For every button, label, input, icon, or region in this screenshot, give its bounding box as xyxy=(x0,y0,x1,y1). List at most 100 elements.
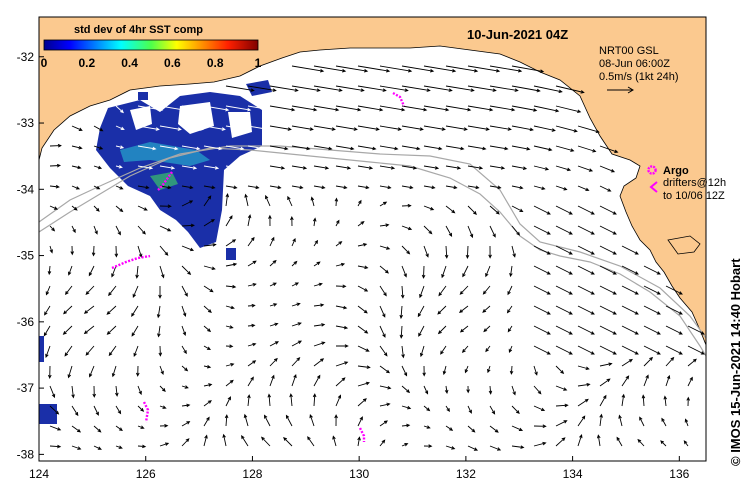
current-vector-arrow xyxy=(269,125,292,131)
colorbar-tick-label: 1 xyxy=(255,56,262,70)
current-vector-arrow xyxy=(419,285,425,299)
sst-patch-left-edge xyxy=(39,336,44,362)
current-vector-arrow xyxy=(533,125,556,132)
current-vector-arrow xyxy=(335,241,343,247)
current-vector-arrow xyxy=(313,341,326,347)
current-vector-arrow xyxy=(291,165,308,170)
current-vector-arrow xyxy=(444,385,449,395)
current-vector-arrow xyxy=(203,325,212,333)
current-vector-arrow xyxy=(577,365,590,371)
current-vector-arrow xyxy=(423,444,433,448)
current-vector-arrow xyxy=(577,398,589,407)
current-vector-arrow xyxy=(533,305,551,315)
current-vector-arrow xyxy=(291,260,298,267)
current-vector-arrow xyxy=(269,105,296,112)
current-vector-arrow xyxy=(225,239,237,247)
current-vector-arrow xyxy=(159,165,176,170)
current-vector-arrow xyxy=(181,403,191,408)
current-vector-arrow xyxy=(49,143,62,148)
current-vector-arrow xyxy=(401,85,431,92)
current-vector-arrow xyxy=(269,322,279,327)
current-vector-arrow xyxy=(159,245,169,256)
current-vector-arrow xyxy=(440,345,447,355)
current-vector-arrow xyxy=(225,284,237,289)
current-vector-arrow xyxy=(49,385,56,399)
current-vector-arrow xyxy=(483,325,491,333)
current-vector-arrow xyxy=(247,236,255,247)
current-vector-arrow xyxy=(663,395,667,407)
current-vector-arrow xyxy=(289,393,293,407)
current-vector-arrow xyxy=(533,85,563,93)
current-vector-arrow xyxy=(445,165,462,170)
current-vector-arrow xyxy=(533,285,551,295)
current-vector-arrow xyxy=(49,205,59,210)
argo-legend-line1: drifters@12h xyxy=(663,177,726,189)
current-vector-arrow xyxy=(203,434,208,447)
current-vector-arrow xyxy=(445,125,468,131)
current-vector-arrow xyxy=(509,365,514,375)
argo-track-4 xyxy=(142,401,150,423)
current-vector-arrow xyxy=(88,365,95,378)
isobath-shelf xyxy=(39,147,706,357)
current-vector-arrow xyxy=(181,385,189,389)
current-vector-arrow xyxy=(467,225,474,239)
current-vector-arrow xyxy=(287,195,293,207)
current-vector-arrow xyxy=(357,365,371,369)
current-vector-arrow xyxy=(445,225,453,237)
current-vector-arrow xyxy=(159,365,164,375)
current-vector-arrow xyxy=(137,444,147,449)
current-vector-arrow xyxy=(244,193,249,207)
current-vector-arrow xyxy=(115,125,125,131)
current-vector-arrow xyxy=(203,105,230,112)
current-vector-arrow xyxy=(335,361,349,367)
current-vector-arrow xyxy=(93,405,99,416)
current-vector-arrow xyxy=(618,414,623,427)
current-vector-arrow xyxy=(423,85,453,92)
current-vector-arrow xyxy=(357,436,361,447)
current-vector-arrow xyxy=(181,421,191,427)
current-vector-arrow xyxy=(423,145,443,151)
current-vector-arrow xyxy=(159,265,165,279)
current-vector-arrow xyxy=(71,225,76,234)
current-vector-arrow xyxy=(225,193,230,207)
current-vector-arrow xyxy=(93,185,101,190)
current-vector-arrow xyxy=(137,125,160,131)
current-vector-arrow xyxy=(115,145,125,149)
current-vector-arrow xyxy=(247,85,277,92)
current-vector-arrow xyxy=(291,185,304,190)
current-vector-arrow xyxy=(533,105,560,113)
current-vector-arrow xyxy=(181,345,187,355)
current-vector-arrow xyxy=(203,165,220,170)
current-vector-arrow xyxy=(511,225,521,236)
current-vector-arrow xyxy=(533,405,546,412)
current-vector-arrow xyxy=(137,185,150,190)
current-vector-arrow xyxy=(203,125,226,131)
current-vector-arrow xyxy=(555,403,569,408)
current-vector-arrow xyxy=(467,65,501,73)
current-vector-arrow xyxy=(401,165,418,170)
current-vector-arrow xyxy=(335,145,355,151)
current-vector-arrow xyxy=(269,165,286,170)
current-vector-arrow xyxy=(444,245,449,259)
current-vector-arrow xyxy=(489,65,523,73)
current-vector-arrow xyxy=(357,199,362,207)
current-vector-arrow xyxy=(577,165,594,172)
current-vector-arrow xyxy=(357,305,368,314)
colorbar-tick-label: 0.4 xyxy=(121,56,138,70)
current-vector-arrow xyxy=(313,85,343,92)
current-vector-arrow xyxy=(137,245,143,258)
lat-tick-label: -35 xyxy=(17,249,35,263)
current-vector-arrow xyxy=(115,185,124,190)
current-vector-arrow xyxy=(379,223,390,227)
current-vector-arrow xyxy=(555,345,573,355)
current-vector-arrow xyxy=(225,362,235,367)
current-vector-arrow xyxy=(533,441,547,447)
current-vector-arrow xyxy=(313,374,321,387)
current-vector-arrow xyxy=(269,341,280,347)
current-vector-arrow xyxy=(379,385,392,390)
current-vector-arrow xyxy=(225,325,234,329)
current-vector-arrow xyxy=(357,265,369,270)
isobath-deep xyxy=(39,145,706,339)
current-vector-arrow xyxy=(489,185,502,190)
